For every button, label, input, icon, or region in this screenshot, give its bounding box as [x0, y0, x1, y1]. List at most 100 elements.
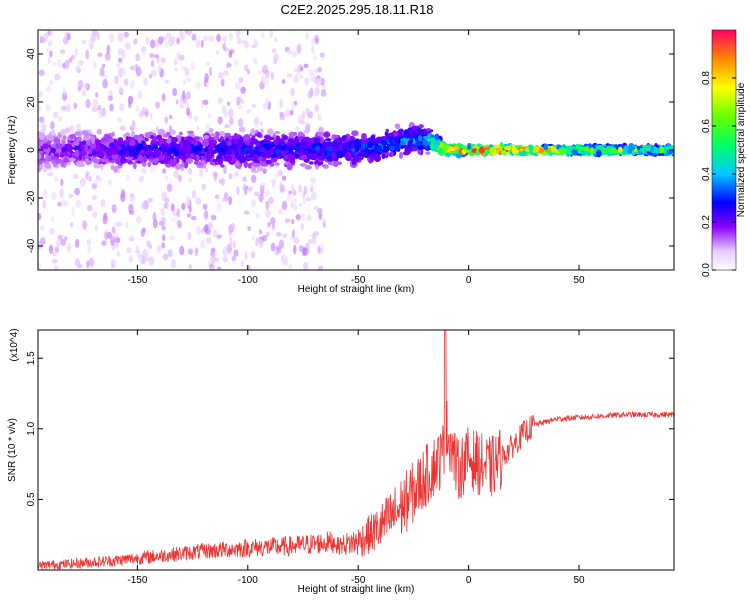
spectrogram-noise-blob — [270, 179, 277, 184]
spectrogram-noise-blob — [99, 177, 103, 184]
spectrogram-noise-blob — [305, 107, 310, 117]
colorbar-tick-label: 0.2 — [701, 215, 712, 229]
spectrogram-cell — [518, 148, 524, 152]
spectrogram-noise-blob — [88, 175, 93, 182]
spectrogram-noise-blob — [264, 77, 270, 86]
spectrogram-cell — [267, 144, 273, 149]
spectrogram-cell — [565, 145, 573, 150]
spectrogram-cell — [269, 154, 277, 158]
spectrogram-cell — [60, 160, 65, 168]
spectrogram-noise-blob — [181, 203, 186, 211]
spectrogram-cell — [111, 149, 118, 155]
spectrogram-noise-blob — [107, 95, 113, 101]
spectrogram-cell — [186, 130, 195, 134]
spectrogram-noise-blob — [135, 104, 140, 113]
spectrogram-cell — [115, 158, 120, 165]
spectrogram-noise-blob — [302, 198, 307, 204]
spectrogram-noise-blob — [242, 176, 247, 182]
spectrogram-noise-blob — [313, 230, 320, 236]
spectrogram-cell — [193, 156, 198, 161]
spectrogram-noise-blob — [162, 168, 167, 174]
spectrogram-noise-blob — [94, 224, 98, 232]
spectrogram-cell — [423, 130, 428, 135]
spectrogram-cell — [115, 140, 120, 148]
spectrogram-noise-blob — [85, 98, 91, 109]
spectrogram-cell — [394, 142, 400, 151]
spectrogram-cell — [106, 148, 112, 157]
spectrogram-noise-blob — [240, 86, 246, 94]
spectrogram-cell — [382, 147, 388, 152]
spectrogram-noise-blob — [46, 86, 51, 92]
spectrogram-cell — [62, 158, 69, 163]
spectrogram-noise-blob — [109, 33, 115, 43]
spectrogram-noise-blob — [270, 242, 276, 252]
spectrogram-noise-blob — [102, 63, 106, 68]
spectrogram-noise-blob — [260, 128, 264, 134]
spectrogram-noise-blob — [294, 125, 300, 133]
spectrogram-cell — [137, 156, 145, 162]
spectrogram-cell — [406, 147, 411, 153]
spectrogram-noise-blob — [262, 102, 266, 110]
spectrogram-noise-blob — [186, 91, 191, 100]
spectrogram-cell — [322, 165, 330, 169]
spectrogram-cell — [287, 144, 295, 151]
spectrogram-noise-blob — [49, 50, 53, 58]
spectrogram-noise-blob — [52, 61, 57, 66]
spectrogram-cell — [253, 162, 261, 168]
spectrogram-cell — [417, 135, 423, 142]
spectrogram-noise-blob — [203, 210, 209, 220]
spectrogram-noise-blob — [251, 234, 255, 241]
spectrogram-cell — [438, 148, 443, 154]
spectrogram-cell — [390, 151, 395, 157]
spectrogram-cell — [154, 157, 160, 162]
spectrogram-panel: -150 -100 -50 0 50 -40 -20 0 20 40 Height of str… — [7, 29, 675, 295]
spectrogram-cell — [92, 156, 97, 161]
spectrogram-cell — [287, 138, 295, 144]
spectrogram-noise-blob — [208, 128, 214, 134]
colorbar-tick-label: 0.8 — [701, 71, 712, 85]
spectrogram-cell — [265, 159, 272, 165]
spectrogram-cell — [123, 147, 131, 153]
spectrogram-noise-blob — [114, 74, 119, 85]
spectrogram-noise-blob — [141, 249, 148, 259]
colorbar-tick-label: 0.0 — [701, 263, 712, 277]
spectrogram-noise-blob — [196, 225, 201, 235]
spectrogram-cell — [210, 150, 215, 157]
spectrogram-noise-blob — [171, 217, 177, 222]
spectrogram-cell — [337, 151, 345, 158]
spectrogram-cell — [62, 146, 67, 153]
spectrogram-cell — [237, 165, 242, 170]
spectrogram-noise-blob — [253, 116, 259, 125]
spectrogram-cell — [90, 141, 96, 150]
spectrogram-noise-blob — [135, 244, 139, 253]
snr-series-line — [38, 330, 674, 570]
spectrogram-noise-blob — [208, 34, 214, 42]
spectrogram-cell — [184, 161, 189, 169]
spectrogram-cell — [96, 128, 102, 135]
spectrogram-cell — [108, 142, 116, 148]
spectrogram-cell — [184, 146, 192, 153]
spectrogram-cell — [381, 153, 386, 159]
spectrogram-noise-blob — [54, 246, 60, 253]
spectrogram-y-ticks: -40 -20 0 20 40 — [26, 48, 674, 253]
spectrogram-noise-blob — [317, 113, 322, 121]
spectrogram-cell — [148, 156, 155, 160]
spectrogram-cell — [373, 145, 378, 153]
spectrogram-noise-blob — [230, 222, 236, 231]
spectrogram-noise-blob — [320, 88, 327, 98]
spectrogram-noise-blob — [128, 203, 134, 213]
spectrogram-cell — [334, 134, 339, 139]
spectrogram-noise-blob — [282, 257, 289, 263]
spectrogram-noise-blob — [281, 79, 286, 84]
spectrogram-cell — [165, 132, 171, 136]
spectrogram-noise-blob — [149, 256, 155, 267]
spectrogram-cell — [236, 142, 242, 150]
spectrogram-cell — [93, 163, 101, 169]
spectrogram-noise-blob — [149, 53, 155, 58]
spectrogram-noise-blob — [301, 111, 306, 120]
spectrogram-noise-blob — [128, 236, 135, 242]
spectrogram-cell — [190, 153, 195, 158]
snr-x-tick-label: -100 — [238, 575, 258, 586]
spectrogram-noise-blob — [179, 30, 184, 40]
spectrogram-cell — [461, 148, 467, 155]
